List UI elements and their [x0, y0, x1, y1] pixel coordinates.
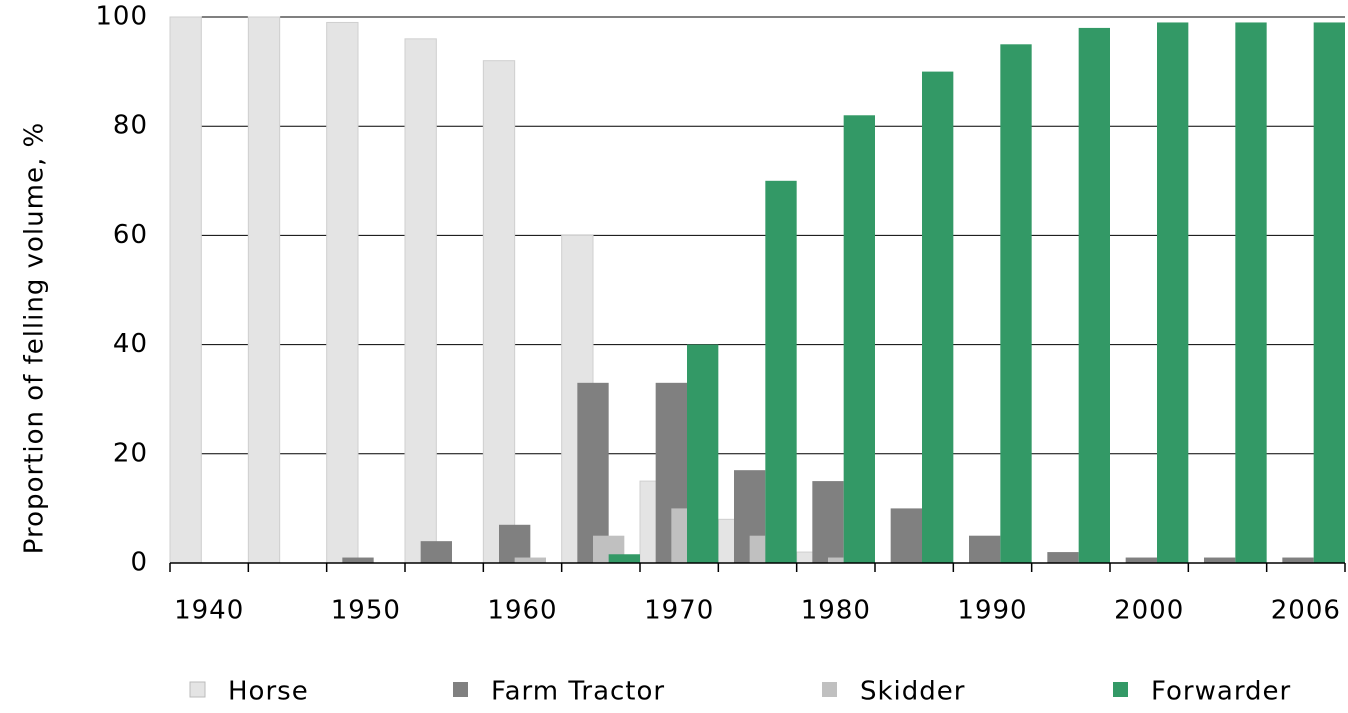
y-tick-label: 0: [130, 548, 148, 578]
y-tick-label: 60: [113, 220, 148, 250]
chart: Proportion of felling volume, % 0 20 40 60 8…: [0, 0, 1348, 709]
legend-swatch: [1113, 682, 1128, 697]
bar: [922, 72, 953, 563]
bar: [342, 558, 373, 563]
bar: [1282, 558, 1313, 563]
bar: [687, 345, 718, 563]
legend-swatch: [453, 682, 468, 697]
bar: [483, 61, 514, 563]
x-tick-label: 2006: [1271, 596, 1341, 626]
bar: [405, 39, 436, 563]
x-tick-label: 1950: [331, 596, 401, 626]
bar: [1079, 28, 1110, 563]
bar: [421, 541, 452, 563]
y-axis-label: Proportion of felling volume, %: [20, 122, 50, 554]
x-tick-label: 1990: [957, 596, 1027, 626]
bar: [170, 17, 201, 563]
bar: [1047, 552, 1078, 563]
y-tick-label: 40: [113, 329, 148, 359]
bar: [969, 536, 1000, 563]
x-tick-label: 1970: [644, 596, 714, 626]
legend-label: Skidder: [860, 677, 965, 707]
bar: [1126, 558, 1157, 563]
x-tick-label: 2000: [1114, 596, 1184, 626]
bar: [1000, 44, 1031, 563]
bar: [609, 554, 640, 563]
y-tick-label: 100: [95, 2, 148, 32]
legend-label: Forwarder: [1151, 677, 1291, 707]
bar: [1157, 22, 1188, 563]
x-tick-label: 1960: [487, 596, 557, 626]
bar: [1314, 22, 1345, 563]
x-tick-label: 1980: [801, 596, 871, 626]
x-tick-label: 1940: [174, 596, 244, 626]
bar: [515, 558, 546, 563]
legend-label: Horse: [228, 677, 309, 707]
bar: [248, 17, 279, 563]
bar: [327, 22, 358, 563]
bar: [844, 115, 875, 563]
y-tick-label: 80: [113, 111, 148, 141]
bar: [499, 525, 530, 563]
bar: [765, 181, 796, 563]
legend-swatch: [822, 682, 837, 697]
bar: [891, 508, 922, 563]
legend-label: Farm Tractor: [491, 677, 665, 707]
bar: [812, 481, 843, 563]
legend-swatch: [190, 682, 205, 697]
y-tick-label: 20: [113, 438, 148, 468]
bar: [1235, 22, 1266, 563]
bar: [1204, 558, 1235, 563]
